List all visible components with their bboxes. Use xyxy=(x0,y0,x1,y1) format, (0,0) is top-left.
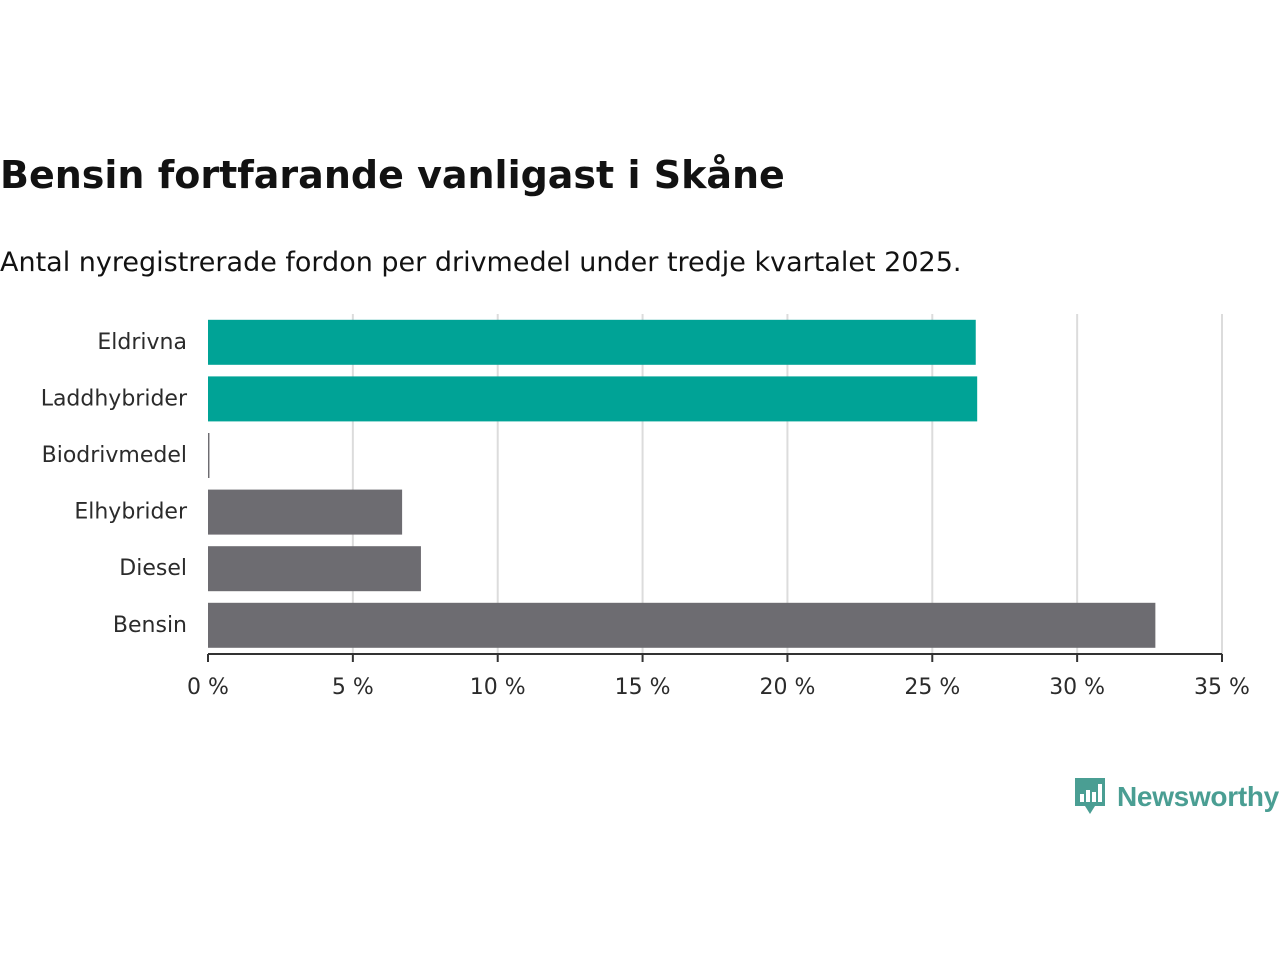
category-label: Elhybrider xyxy=(74,500,188,525)
bar-bensin[interactable] xyxy=(208,602,1156,648)
bar-biodrivmedel[interactable] xyxy=(208,433,210,478)
newsworthy-logo-icon xyxy=(1075,778,1105,814)
bar-chart: 0 % 5 % 10 % 15 % 20 % 25 % 30 % 35 % Eldrivna L… xyxy=(41,314,1250,700)
x-tick-label: 15 % xyxy=(615,675,671,700)
category-label: Biodrivmedel xyxy=(42,443,187,468)
bar-eldrivna[interactable] xyxy=(208,319,976,365)
x-tick-label: 5 % xyxy=(332,675,374,700)
newsworthy-logo: Newsworthy xyxy=(1073,776,1279,818)
x-tick-label: 25 % xyxy=(904,675,960,700)
x-axis: 0 % 5 % 10 % 15 % 20 % 25 % 30 % 35 % xyxy=(187,653,1250,700)
bar-laddhybrider[interactable] xyxy=(208,376,978,422)
grid-layer xyxy=(351,314,1223,654)
category-labels: Eldrivna Laddhybrider Biodrivmedel Elhybrid… xyxy=(41,330,188,638)
x-tick-label: 0 % xyxy=(187,675,229,700)
category-label: Bensin xyxy=(113,613,187,638)
x-tick-label: 35 % xyxy=(1194,675,1250,700)
chart-subtitle: Antal nyregistrerade fordon per drivmede… xyxy=(0,247,962,278)
category-label: Eldrivna xyxy=(97,330,187,355)
bar-layer xyxy=(208,319,1156,648)
bar-elhybrider[interactable] xyxy=(208,489,403,535)
x-tick-label: 20 % xyxy=(759,675,815,700)
chart-title: Bensin fortfarande vanligast i Skåne xyxy=(0,153,785,197)
logo-text: Newsworthy xyxy=(1117,781,1279,812)
category-label: Laddhybrider xyxy=(41,386,188,411)
x-tick-label: 30 % xyxy=(1049,675,1105,700)
bar-diesel[interactable] xyxy=(208,546,421,592)
category-label: Diesel xyxy=(119,556,187,581)
x-tick-label: 10 % xyxy=(470,675,526,700)
